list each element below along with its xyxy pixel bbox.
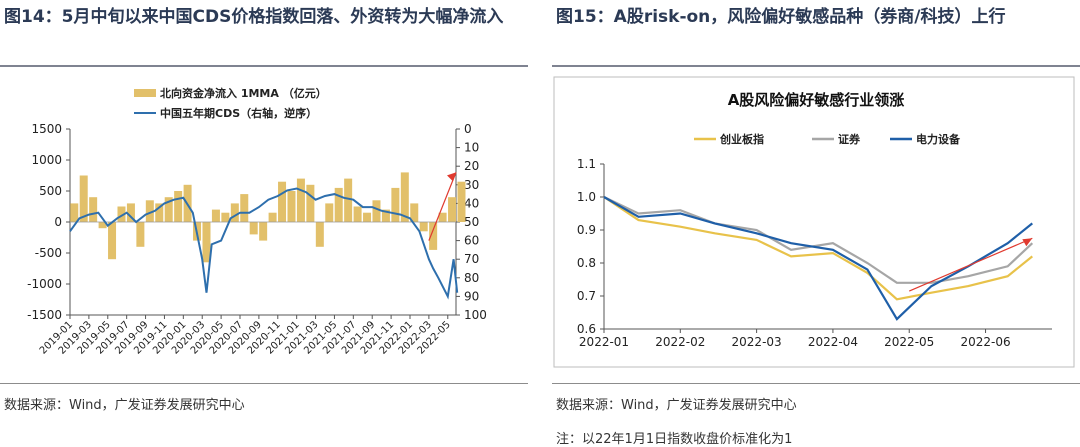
bar [287,191,296,222]
bar [400,172,409,222]
bar [268,212,277,222]
y-tick-label: 0 [54,215,62,229]
x-tick-label: 2022-01 [579,335,629,349]
y2-tick-label: 60 [464,234,479,248]
trend-arrow [428,172,457,241]
y2-tick-label: 0 [464,122,472,136]
legend-label-0: 创业板指 [719,132,764,146]
legend-label-line: 中国五年期CDS（右轴，逆序） [160,106,317,120]
bar [372,200,381,222]
bar [363,212,372,222]
series-line-2 [603,196,1033,321]
legend-label-2: 电力设备 [916,132,961,146]
y-tick-label: 1000 [31,153,62,167]
bar [325,203,334,222]
y2-tick-label: 20 [464,159,479,173]
y2-tick-label: 30 [464,178,479,192]
figure-title: 图14：5月中旬以来中国CDS价格指数回落、外资转为大幅净流入 [4,7,504,27]
bar [79,175,88,222]
bar [211,209,220,222]
series-line-0 [603,196,1033,301]
trend-arrow-head [447,172,456,182]
legend-label-bar: 北向资金净流入 1MMA （亿元） [160,86,327,100]
y2-tick-label: 40 [464,196,479,210]
y-tick-label: 0.6 [577,322,596,336]
bar [419,222,428,232]
figure-15-panel: 图15：A股risk-on，风险偏好敏感品种（券商/科技）上行 A股风险偏好敏感… [552,0,1080,447]
bar [155,203,164,222]
bar [126,203,135,222]
y-tick-label: 0.7 [577,289,596,303]
y-tick-label: 1.0 [577,190,596,204]
bar [438,212,447,222]
y2-tick-label: 70 [464,252,479,266]
source-divider [552,383,1080,384]
bar [70,203,79,222]
bar [429,222,438,250]
bar [334,187,343,222]
title-divider [552,65,1080,67]
bar [315,222,324,247]
chart-title: A股风险偏好敏感行业领涨 [728,91,905,109]
bar [278,181,287,222]
bar [202,222,211,263]
bar [353,206,362,222]
trend-arrow-head [1022,238,1033,247]
y-tick-label: 0.8 [577,256,596,270]
series-line-1 [603,196,1034,284]
bar [344,178,353,222]
x-tick-label: 2022-05 [884,335,934,349]
legend-label-1: 证券 [838,132,861,146]
x-tick-label: 2022-04 [808,335,858,349]
title-divider [0,65,528,67]
bar [306,184,315,222]
bar [381,209,390,222]
series-line-cds [69,187,459,300]
y-tick-label: 1500 [31,122,62,136]
figure-14-panel: 图14：5月中旬以来中国CDS价格指数回落、外资转为大幅净流入 1500 1000… [0,0,528,444]
bar [391,187,400,222]
bar [136,222,145,247]
x-tick-label: 2022-02 [655,335,705,349]
bar [249,222,258,235]
bar [259,222,268,241]
x-tick-label: 2022-03 [732,335,782,349]
bar [448,197,457,222]
y-tick-label: -1500 [27,308,62,322]
legend-swatch-bar [134,89,156,97]
bar [108,222,117,260]
bar [296,178,305,222]
bar [164,197,173,222]
figure-title: 图15：A股risk-on，风险偏好敏感品种（券商/科技）上行 [556,7,1006,27]
y-tick-label: -1000 [27,277,62,291]
y2-tick-label: 50 [464,215,479,229]
data-source: 数据来源：Wind，广发证券发展研究中心 [556,398,797,413]
chart-frame [553,76,1075,368]
x-tick-label: 2022-06 [960,335,1010,349]
y-tick-label: 500 [39,184,62,198]
bar [174,191,183,222]
bar [89,197,98,222]
bar [230,203,239,222]
north-flow-cds-chart: 1500 1000 500 0 -500 -1000 -1500 0 10 20 30 40 50 60 7… [27,86,487,357]
y2-tick-label: 80 [464,271,479,285]
y-tick-label: -500 [35,246,62,260]
bar [98,222,107,229]
bar [410,203,419,222]
data-source: 数据来源：Wind，广发证券发展研究中心 [4,398,245,413]
trend-arrow [908,237,1033,292]
y-tick-label: 1.1 [577,157,596,171]
bar [117,206,126,222]
bar [145,200,154,222]
y2-tick-label: 90 [464,289,479,303]
bar [221,212,230,222]
y2-tick-label: 100 [464,308,487,322]
y2-tick-label: 10 [464,141,479,155]
bar [240,194,249,222]
y-tick-label: 0.9 [577,223,596,237]
chart-note: 注：以22年1月1日指数收盘价标准化为1 [556,432,793,447]
bar [457,181,466,222]
source-divider [0,383,528,384]
